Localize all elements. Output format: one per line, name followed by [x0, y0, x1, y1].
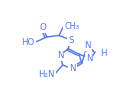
Text: N: N — [84, 41, 90, 50]
Text: N: N — [69, 64, 76, 73]
Text: H₂N: H₂N — [38, 70, 55, 79]
Text: S: S — [68, 36, 74, 45]
Text: N: N — [86, 54, 92, 63]
Text: H: H — [100, 49, 106, 58]
Text: O: O — [39, 23, 46, 32]
Text: HO: HO — [21, 38, 35, 47]
Text: CH₃: CH₃ — [64, 22, 79, 31]
Text: N: N — [57, 51, 63, 60]
